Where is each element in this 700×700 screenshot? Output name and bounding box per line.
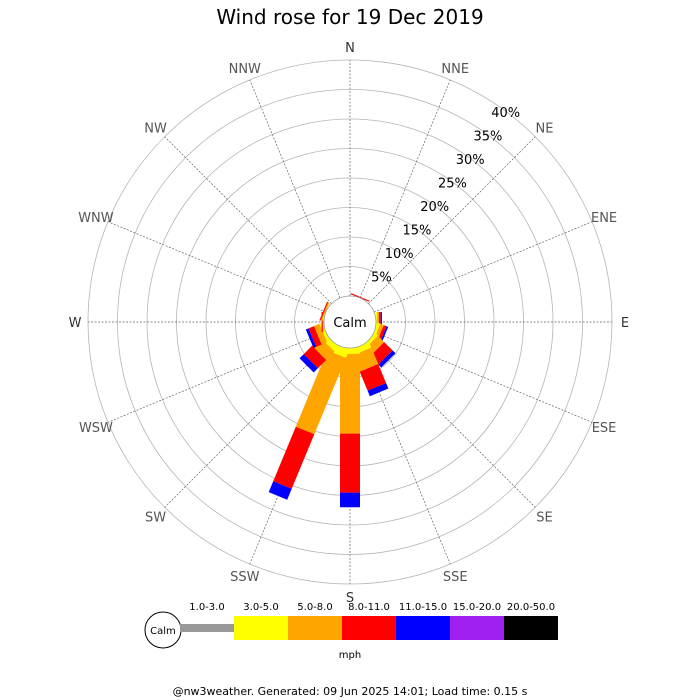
bar-se-11.0-15.0 <box>378 350 396 368</box>
bar-wsw-5.0-8.0 <box>314 323 328 345</box>
legend-label-5.0-8.0: 5.0-8.0 <box>297 602 332 613</box>
bar-s-8.0-11.0 <box>340 433 360 493</box>
ring-label: 10% <box>385 247 414 262</box>
direction-label-w: W <box>69 316 82 331</box>
direction-label-s: S <box>346 591 354 606</box>
bar-ssw-5.0-8.0 <box>295 350 346 435</box>
legend-swatch-3.0-5.0 <box>234 616 288 640</box>
direction-label-sw: SW <box>145 510 166 525</box>
legend-swatch-1.0-3.0 <box>180 624 234 632</box>
legend-label-1.0-3.0: 1.0-3.0 <box>189 602 224 613</box>
direction-label-se: SE <box>536 510 552 525</box>
direction-label-wnw: WNW <box>78 211 114 226</box>
spoke-ene <box>373 221 593 313</box>
bar-sse-11.0-15.0 <box>367 383 389 397</box>
spoke-wsw <box>107 331 327 423</box>
legend-label-15.0-20.0: 15.0-20.0 <box>453 602 501 613</box>
chart-title: Wind rose for 19 Dec 2019 <box>216 5 483 29</box>
spoke-nnw <box>249 79 341 299</box>
bar-wsw-11.0-15.0 <box>305 328 317 348</box>
spoke-se <box>368 340 536 508</box>
direction-label-ese: ESE <box>592 421 617 436</box>
legend-unit-label: mph <box>339 650 361 661</box>
bar-ssw-8.0-11.0 <box>273 426 315 489</box>
calm-circle-shape <box>323 295 377 349</box>
wind-bars <box>268 293 396 508</box>
ring-label: 40% <box>491 106 520 121</box>
legend-swatch-11.0-15.0 <box>396 616 450 640</box>
direction-spokes <box>88 60 612 584</box>
ring-label: 25% <box>438 176 467 191</box>
speed-legend: Calm 1.0-3.0 3.0-5.0 5.0-8.0 8.0-11.0 11.0-15… <box>144 602 558 661</box>
spoke-ne <box>368 136 536 304</box>
legend-swatch-15.0-20.0 <box>450 616 504 640</box>
direction-label-ssw: SSW <box>230 570 260 585</box>
bar-s-5.0-8.0 <box>340 353 360 434</box>
legend-swatch-8.0-11.0 <box>342 616 396 640</box>
ring-label: 15% <box>402 224 431 239</box>
spoke-wnw <box>107 221 327 313</box>
ring-label: 20% <box>420 200 449 215</box>
direction-label-ne: NE <box>535 122 553 137</box>
direction-label-ene: ENE <box>591 211 617 226</box>
ring-label: 5% <box>371 271 392 286</box>
bar-sw-8.0-11.0 <box>303 345 327 369</box>
ring-labels: 5% 10% 15% 20% 25% 30% 35% 40% <box>371 106 520 286</box>
direction-label-wsw: WSW <box>79 421 113 436</box>
spoke-ese <box>373 331 593 423</box>
footer-text: @nw3weather. Generated: 09 Jun 2025 14:0… <box>173 685 528 698</box>
direction-label-n: N <box>345 41 355 56</box>
bar-sw-11.0-15.0 <box>299 354 318 373</box>
bar-s-11.0-15.0 <box>340 492 360 508</box>
direction-label-nne: NNE <box>441 62 469 77</box>
ring-label: 35% <box>473 129 502 144</box>
bar-wnw-8.0-11.0 <box>319 301 329 321</box>
spoke-nw <box>164 136 332 304</box>
calm-circle: Calm <box>323 295 377 349</box>
direction-labels: N NNE NE ENE E ESE SE SSE S SSW SW WSW W WNW NW NNW <box>69 41 630 606</box>
legend-swatch-20.0-50.0 <box>504 616 558 640</box>
legend-label-8.0-11.0: 8.0-11.0 <box>348 602 390 613</box>
bar-ssw-11.0-15.0 <box>268 481 292 500</box>
direction-label-nw: NW <box>144 122 167 137</box>
legend-calm-label: Calm <box>150 626 176 637</box>
direction-label-nnw: NNW <box>229 62 261 77</box>
direction-label-e: E <box>621 316 629 331</box>
direction-label-sse: SSE <box>443 570 468 585</box>
legend-label-20.0-50.0: 20.0-50.0 <box>507 602 555 613</box>
bar-nne-8.0-11.0 <box>350 293 370 302</box>
legend-swatch-5.0-8.0 <box>288 616 342 640</box>
spoke-nne <box>359 79 451 299</box>
ring-label: 30% <box>456 153 485 168</box>
bar-wnw-5.0-8.0 <box>320 302 330 322</box>
legend-label-3.0-5.0: 3.0-5.0 <box>243 602 278 613</box>
spoke-sw <box>164 340 332 508</box>
calm-label: Calm <box>333 316 366 331</box>
bar-sse-8.0-11.0 <box>359 364 387 391</box>
bar-wsw-8.0-11.0 <box>308 326 322 347</box>
legend-label-11.0-15.0: 11.0-15.0 <box>399 602 447 613</box>
